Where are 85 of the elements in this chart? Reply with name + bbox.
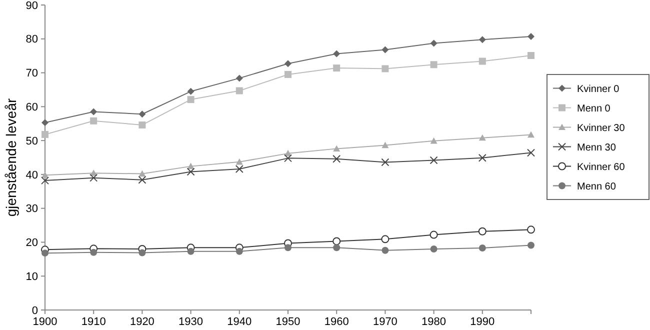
point <box>90 248 98 256</box>
point <box>528 131 534 138</box>
x-tick-label: 1930 <box>178 316 204 328</box>
point <box>527 226 535 234</box>
y-tick-label: 40 <box>26 169 38 182</box>
point <box>236 248 243 255</box>
y-tick-label: 80 <box>26 34 38 46</box>
point <box>332 237 341 246</box>
point <box>187 88 194 95</box>
point <box>187 248 194 255</box>
point <box>478 244 486 252</box>
point <box>186 168 195 176</box>
point <box>528 242 534 249</box>
x-tick-label: 1900 <box>32 316 58 328</box>
point <box>430 246 438 252</box>
point <box>430 40 438 47</box>
y-tick-label: 60 <box>26 102 38 114</box>
x-tick-label: 1940 <box>227 316 252 328</box>
point <box>236 74 243 82</box>
point <box>478 154 486 162</box>
point <box>333 244 340 252</box>
point <box>381 235 390 244</box>
y-tick-label: 10 <box>26 270 38 283</box>
y-tick-label: 20 <box>26 237 38 250</box>
point <box>430 137 438 144</box>
point <box>138 110 146 118</box>
y-tick-label: 70 <box>26 68 38 80</box>
point <box>333 50 340 58</box>
x-tick-label: 1910 <box>81 316 106 328</box>
x-tick-label: 1980 <box>422 316 446 328</box>
legend-label: Menn 30 <box>577 142 616 154</box>
y-tick-label: 30 <box>26 203 38 216</box>
point <box>382 65 389 72</box>
point <box>382 246 389 254</box>
point <box>527 148 535 157</box>
point <box>430 156 438 164</box>
point <box>381 158 390 166</box>
x-tick-label: 1920 <box>130 316 154 328</box>
point <box>382 142 389 148</box>
point <box>284 60 292 68</box>
x-tick-label: 1990 <box>470 316 495 328</box>
point <box>90 108 98 116</box>
y-tick-label: 0 <box>32 304 38 317</box>
legend-label: Menn 60 <box>577 181 616 192</box>
legend-label: Kvinner 0 <box>577 84 620 95</box>
point <box>284 244 292 252</box>
point <box>187 96 194 104</box>
legend-label: Menn 0 <box>577 103 611 114</box>
point <box>478 134 486 141</box>
point <box>478 58 486 65</box>
point <box>42 130 48 138</box>
point <box>333 64 340 72</box>
point <box>42 119 48 126</box>
y-tick-label: 90 <box>26 0 38 12</box>
point <box>528 33 534 40</box>
point <box>382 46 389 54</box>
point <box>138 170 146 177</box>
legend-label: Kvinner 60 <box>577 162 626 173</box>
point <box>90 117 98 124</box>
x-tick-label: 1970 <box>372 316 398 328</box>
point <box>42 250 48 257</box>
point <box>478 36 486 44</box>
legend-label: Kvinner 30 <box>577 122 626 134</box>
x-tick-label: 1960 <box>324 316 349 328</box>
point <box>284 70 292 78</box>
point <box>430 61 438 68</box>
point <box>236 158 243 165</box>
point <box>235 165 244 174</box>
x-tick-label: 1950 <box>276 316 300 328</box>
point <box>478 227 486 236</box>
y-axis-title: gjenstående leveår <box>3 98 19 217</box>
point <box>528 52 534 59</box>
point <box>187 162 194 170</box>
point <box>138 176 146 184</box>
point <box>138 121 146 128</box>
point <box>42 172 48 178</box>
y-tick-label: 50 <box>26 135 38 148</box>
point <box>430 230 438 239</box>
point <box>236 87 243 94</box>
point <box>333 145 340 152</box>
point <box>332 154 341 163</box>
point <box>284 154 292 162</box>
point <box>41 176 49 185</box>
point <box>138 249 146 256</box>
point <box>90 174 98 182</box>
